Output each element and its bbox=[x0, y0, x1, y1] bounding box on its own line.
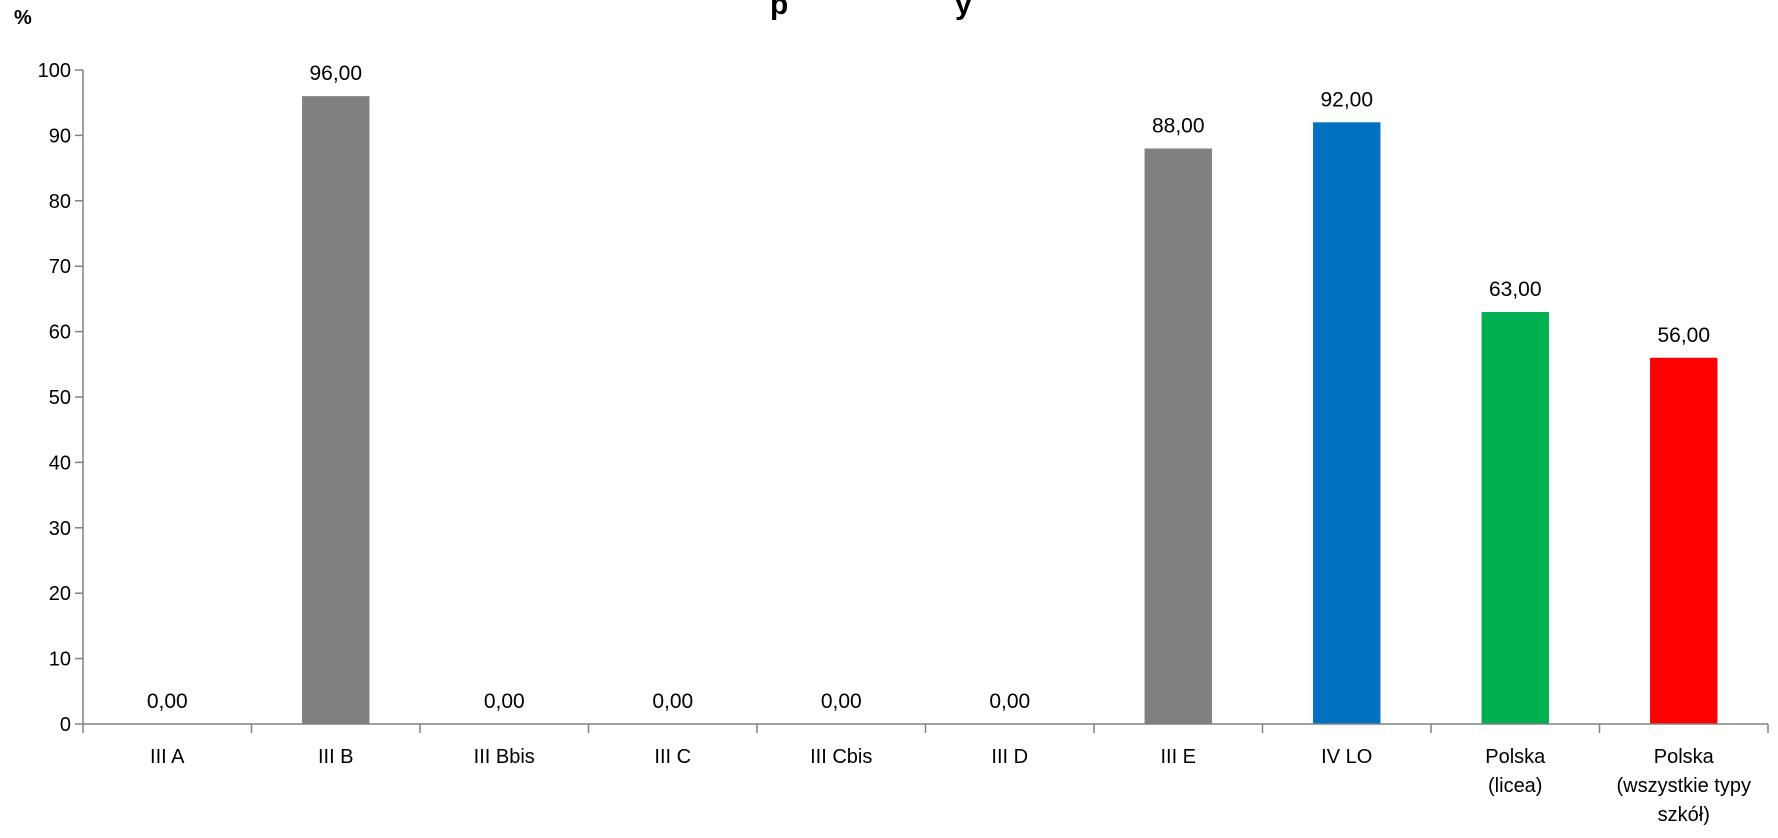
x-category-label: IV LO bbox=[1321, 746, 1372, 768]
x-category-label: III E bbox=[1160, 746, 1196, 768]
x-category-label: III C bbox=[654, 746, 691, 768]
y-tick-label: 80 bbox=[49, 191, 71, 213]
bars bbox=[302, 96, 1718, 725]
y-tick-label: 50 bbox=[49, 387, 71, 409]
x-category-label: III A bbox=[150, 746, 185, 768]
y-tick-label: 100 bbox=[38, 60, 71, 82]
y-tick-label: 30 bbox=[49, 518, 71, 540]
data-label: 63,00 bbox=[1489, 278, 1542, 301]
data-label: 0,00 bbox=[652, 690, 693, 713]
x-category-label: III B bbox=[318, 746, 354, 768]
x-category-label: Polska (wszystkie typy szkół) bbox=[1617, 746, 1751, 826]
data-label: 0,00 bbox=[147, 690, 188, 713]
x-axis-labels: III A III B III Bbis III C III Cbis III D III … bbox=[82, 724, 1769, 826]
data-label: 88,00 bbox=[1152, 114, 1205, 137]
x-category-label: Polska (licea) bbox=[1485, 746, 1546, 797]
y-tick-label: 10 bbox=[49, 649, 71, 671]
data-label: 56,00 bbox=[1657, 324, 1710, 347]
y-axis-unit-label: % bbox=[14, 7, 32, 29]
x-category-label: III Bbis bbox=[474, 746, 535, 768]
bar bbox=[1313, 122, 1381, 724]
y-tick-label: 70 bbox=[49, 256, 71, 278]
data-label: 0,00 bbox=[484, 690, 525, 713]
x-category-label: III D bbox=[991, 746, 1028, 768]
data-label: 92,00 bbox=[1320, 88, 1373, 111]
bar bbox=[302, 96, 370, 724]
y-tick-label: 40 bbox=[49, 452, 71, 474]
data-label: 96,00 bbox=[309, 62, 362, 85]
x-category-label: III Cbis bbox=[810, 746, 872, 768]
data-label: 0,00 bbox=[821, 690, 862, 713]
chart-title: p y bbox=[770, 0, 972, 21]
data-labels: 0,00 96,00 0,00 0,00 0,00 0,00 88,00 92,00 63,00… bbox=[147, 62, 1710, 713]
y-tick-label: 0 bbox=[60, 714, 71, 736]
y-tick-label: 90 bbox=[49, 125, 71, 147]
data-label: 0,00 bbox=[989, 690, 1030, 713]
y-tick-label: 20 bbox=[49, 583, 71, 605]
y-tick-label: 60 bbox=[49, 322, 71, 344]
bar bbox=[1144, 148, 1212, 725]
bar bbox=[1481, 311, 1549, 724]
y-axis-ticks: 0 10 20 30 40 50 60 70 80 90 100 bbox=[38, 60, 83, 736]
bar bbox=[1650, 357, 1718, 724]
